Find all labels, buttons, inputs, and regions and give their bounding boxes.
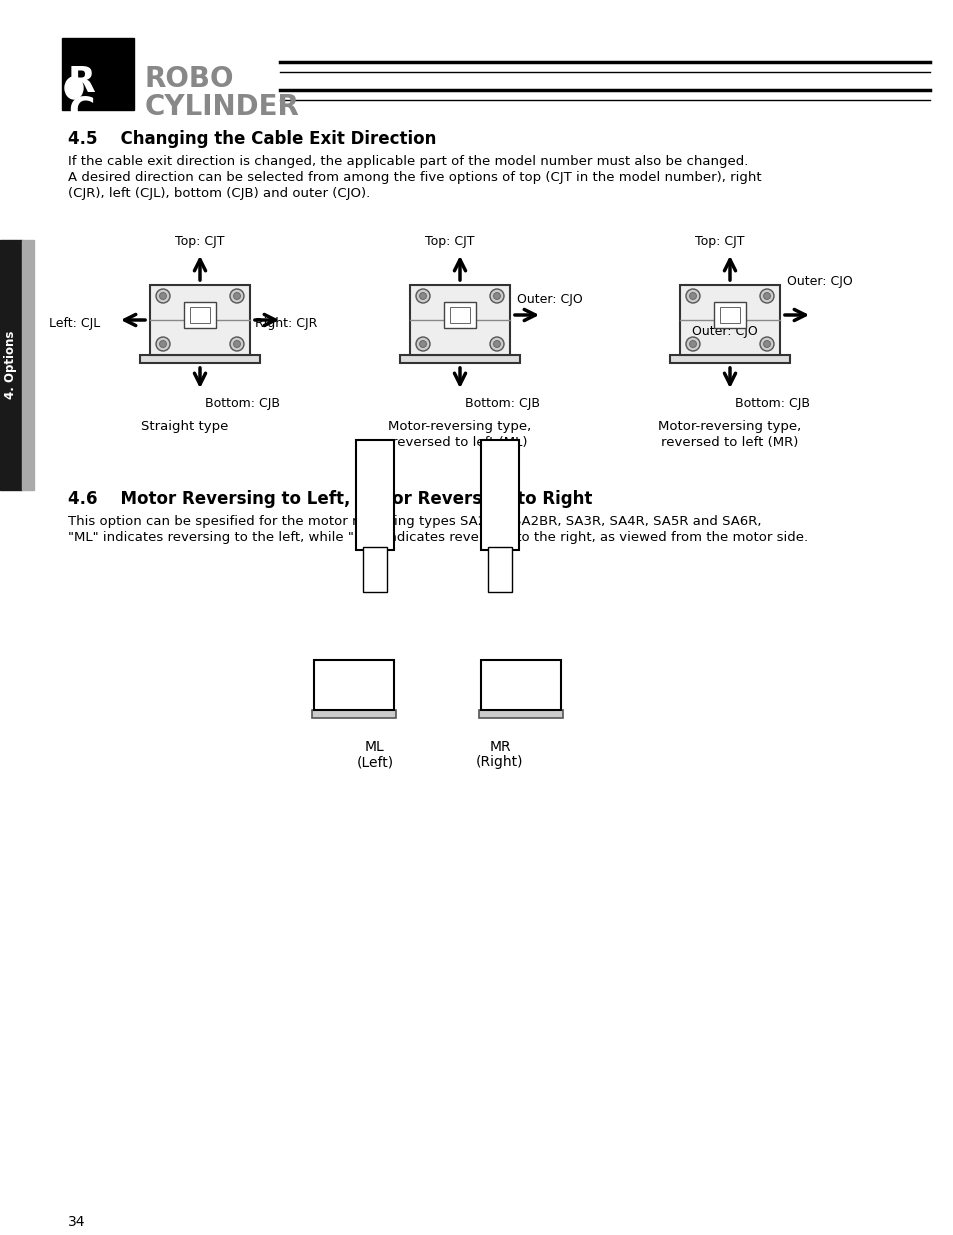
Circle shape	[490, 337, 503, 351]
Circle shape	[760, 337, 773, 351]
Text: Left: CJL: Left: CJL	[49, 316, 100, 330]
Text: 4.6    Motor Reversing to Left, Motor Reversing to Right: 4.6 Motor Reversing to Left, Motor Rever…	[68, 490, 592, 508]
Circle shape	[156, 289, 170, 303]
Circle shape	[230, 337, 244, 351]
Text: MR: MR	[489, 740, 510, 755]
Ellipse shape	[65, 77, 83, 99]
Text: 4. Options: 4. Options	[5, 331, 17, 399]
Circle shape	[419, 293, 426, 300]
Circle shape	[762, 341, 770, 347]
Circle shape	[159, 293, 167, 300]
Bar	[190, 308, 210, 324]
Circle shape	[685, 337, 700, 351]
Circle shape	[159, 341, 167, 347]
Bar	[184, 303, 215, 329]
Text: C: C	[68, 95, 94, 128]
Bar	[480, 659, 560, 710]
Circle shape	[419, 341, 426, 347]
Text: A desired direction can be selected from among the five options of top (CJT in t: A desired direction can be selected from…	[68, 170, 760, 184]
Text: R: R	[68, 65, 95, 99]
Circle shape	[416, 337, 430, 351]
Text: reversed to left (ML): reversed to left (ML)	[392, 436, 527, 450]
Bar	[713, 303, 745, 329]
Circle shape	[233, 293, 240, 300]
Circle shape	[416, 289, 430, 303]
Bar	[399, 354, 519, 363]
Text: Bottom: CJB: Bottom: CJB	[464, 396, 539, 410]
Text: ML: ML	[365, 740, 384, 755]
Bar	[450, 308, 470, 324]
Text: Outer: CJO: Outer: CJO	[517, 294, 582, 306]
Text: Right: CJR: Right: CJR	[254, 316, 317, 330]
Text: Bottom: CJB: Bottom: CJB	[205, 396, 280, 410]
Circle shape	[156, 337, 170, 351]
Bar	[488, 547, 512, 592]
Bar	[679, 285, 780, 354]
Circle shape	[233, 341, 240, 347]
Text: This option can be spesified for the motor reversing types SA2AR, SA2BR, SA3R, S: This option can be spesified for the mot…	[68, 515, 760, 529]
Bar	[62, 38, 133, 110]
Circle shape	[493, 293, 500, 300]
Bar	[314, 659, 394, 710]
Text: Motor-reversing type,: Motor-reversing type,	[658, 420, 801, 433]
Circle shape	[493, 341, 500, 347]
Text: 4.5    Changing the Cable Exit Direction: 4.5 Changing the Cable Exit Direction	[68, 130, 436, 148]
Bar	[355, 440, 394, 550]
Text: Motor-reversing type,: Motor-reversing type,	[388, 420, 531, 433]
Text: Top: CJT: Top: CJT	[695, 235, 744, 248]
Text: (Right): (Right)	[476, 755, 523, 769]
Text: Outer: CJO: Outer: CJO	[691, 326, 757, 338]
Text: If the cable exit direction is changed, the applicable part of the model number : If the cable exit direction is changed, …	[68, 156, 747, 168]
Text: CYLINDER: CYLINDER	[145, 93, 299, 121]
Text: ROBO: ROBO	[145, 65, 234, 93]
Bar	[669, 354, 789, 363]
Text: Top: CJT: Top: CJT	[425, 235, 475, 248]
Text: reversed to left (MR): reversed to left (MR)	[660, 436, 798, 450]
Bar	[312, 710, 395, 718]
Circle shape	[689, 341, 696, 347]
Bar	[363, 547, 387, 592]
Circle shape	[760, 289, 773, 303]
Bar	[22, 240, 34, 490]
Text: Straight type: Straight type	[141, 420, 229, 433]
Bar	[480, 440, 518, 550]
Circle shape	[230, 289, 244, 303]
Text: Top: CJT: Top: CJT	[175, 235, 225, 248]
Bar	[150, 285, 250, 354]
Text: (CJR), left (CJL), bottom (CJB) and outer (CJO).: (CJR), left (CJL), bottom (CJB) and oute…	[68, 186, 370, 200]
Circle shape	[689, 293, 696, 300]
Circle shape	[762, 293, 770, 300]
Bar	[0, 240, 22, 490]
Circle shape	[490, 289, 503, 303]
Text: "ML" indicates reversing to the left, while "MR" indicates reversing to the righ: "ML" indicates reversing to the left, wh…	[68, 531, 807, 543]
Bar	[720, 308, 740, 324]
Bar	[140, 354, 260, 363]
Text: (Left): (Left)	[356, 755, 394, 769]
Bar	[478, 710, 562, 718]
Bar	[410, 285, 510, 354]
Text: Outer: CJO: Outer: CJO	[786, 275, 852, 289]
Circle shape	[685, 289, 700, 303]
Text: 34: 34	[68, 1215, 86, 1229]
Text: Bottom: CJB: Bottom: CJB	[734, 396, 809, 410]
Bar	[443, 303, 476, 329]
